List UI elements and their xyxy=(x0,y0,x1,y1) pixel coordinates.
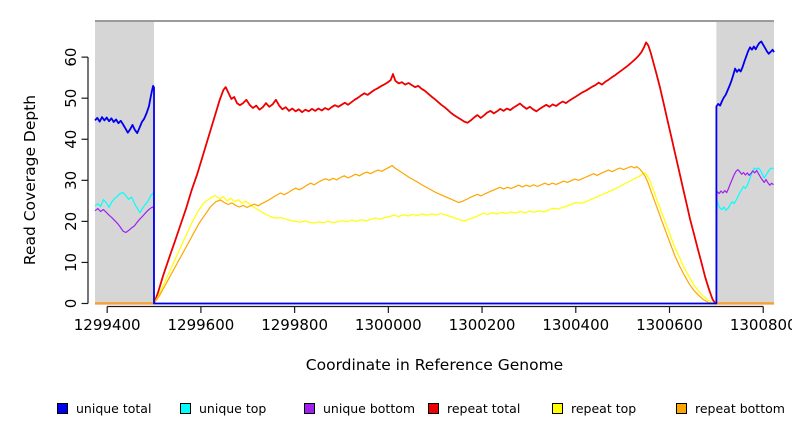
y-axis-title: Read Coverage Depth xyxy=(21,95,39,265)
x-tick-label: 1299800 xyxy=(261,316,328,334)
x-axis: 1299400 1299600 1299800 1300000 1300200 13004… xyxy=(74,305,792,334)
series-unique-top xyxy=(94,167,774,305)
x-tick-label: 1299400 xyxy=(74,316,141,334)
y-tick-label: 30 xyxy=(62,171,80,190)
x-tick-label: 1299600 xyxy=(167,316,234,334)
y-tick-label: 50 xyxy=(62,89,80,108)
y-tick-label: 20 xyxy=(62,212,80,231)
x-tick-label: 1300800 xyxy=(730,316,792,334)
series-unique-total xyxy=(94,40,775,305)
shaded-region-left xyxy=(95,21,155,304)
x-tick-label: 1300600 xyxy=(636,316,703,334)
x-tick-label: 1300400 xyxy=(542,316,609,334)
x-axis-title: Coordinate in Reference Genome xyxy=(306,356,563,374)
x-tick-label: 1300000 xyxy=(355,316,422,334)
series-repeat-top xyxy=(95,172,774,305)
series-repeat-bottom xyxy=(95,164,774,305)
series-repeat-total xyxy=(95,41,774,305)
x-tick-label: 1300200 xyxy=(449,316,516,334)
y-axis: 0 10 20 30 40 50 60 xyxy=(62,48,89,309)
y-tick-label: 60 xyxy=(62,48,80,67)
shaded-region-right xyxy=(716,21,774,304)
y-tick-label: 10 xyxy=(62,253,80,272)
series-unique-bottom xyxy=(94,169,774,305)
y-tick-label: 0 xyxy=(62,299,80,309)
y-tick-label: 40 xyxy=(62,130,80,149)
